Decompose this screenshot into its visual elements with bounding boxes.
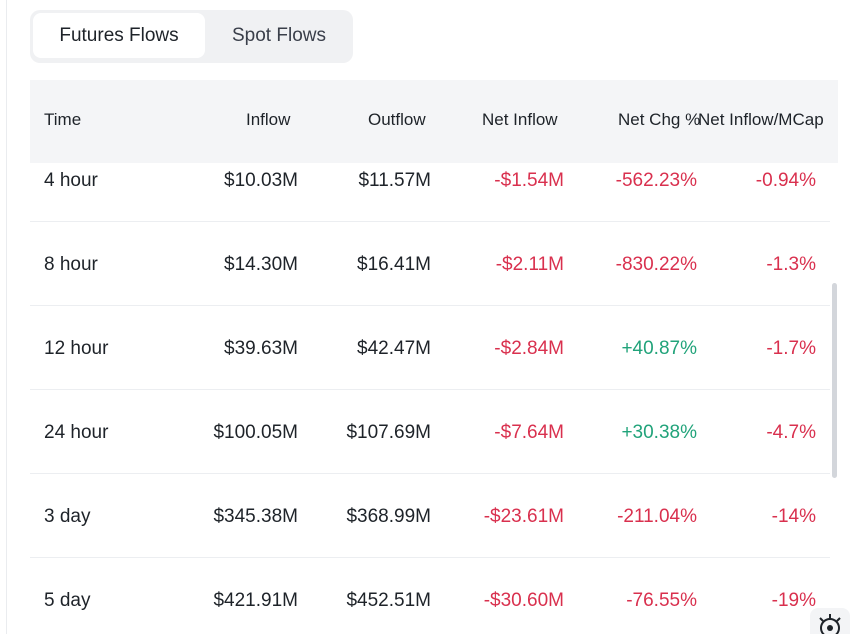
cell-outflow: $452.51M xyxy=(346,590,431,611)
cell-net-inflow: -$2.11M xyxy=(495,254,564,275)
cell-inflow: $100.05M xyxy=(213,422,298,443)
table-row: 4 hour $10.03M $11.57M -$1.54M -562.23% … xyxy=(30,138,830,222)
cell-net-inflow: -$7.64M xyxy=(494,422,564,443)
table-row: 5 day $421.91M $452.51M -$30.60M -76.55%… xyxy=(30,558,830,634)
cell-time: 4 hour xyxy=(44,170,98,191)
cell-net-mcap: -4.7% xyxy=(766,422,816,443)
flow-tabs: Futures Flows Spot Flows xyxy=(30,10,353,63)
header-inflow[interactable]: Inflow xyxy=(246,110,291,129)
cell-net-mcap: -1.3% xyxy=(766,254,816,275)
cell-net-mcap: -19% xyxy=(771,590,816,611)
cell-net-chg: -76.55% xyxy=(626,590,697,611)
settings-button[interactable] xyxy=(810,608,850,634)
table-row: 8 hour $14.30M $16.41M -$2.11M -830.22% … xyxy=(30,222,830,306)
cell-inflow: $10.03M xyxy=(224,170,298,191)
cell-net-mcap: -0.94% xyxy=(755,170,816,191)
cell-inflow: $14.30M xyxy=(224,254,298,275)
cell-outflow: $368.99M xyxy=(346,506,431,527)
panel-border xyxy=(6,0,7,634)
cell-time: 3 day xyxy=(44,506,91,527)
cell-inflow: $421.91M xyxy=(213,590,298,611)
cell-net-chg: +40.87% xyxy=(621,338,697,359)
cell-outflow: $107.69M xyxy=(346,422,431,443)
cell-time: 8 hour xyxy=(44,254,98,275)
cell-time: 24 hour xyxy=(44,422,109,443)
table-row: 24 hour $100.05M $107.69M -$7.64M +30.38… xyxy=(30,390,830,474)
cell-time: 5 day xyxy=(44,590,91,611)
header-net-chg[interactable]: Net Chg % xyxy=(618,110,701,129)
tab-futures-flows[interactable]: Futures Flows xyxy=(33,13,205,58)
tab-spot-flows[interactable]: Spot Flows xyxy=(232,25,326,46)
cell-net-chg: -562.23% xyxy=(615,170,697,191)
cell-outflow: $16.41M xyxy=(357,254,431,275)
cell-net-inflow: -$30.60M xyxy=(483,590,564,611)
cell-net-chg: -830.22% xyxy=(615,254,697,275)
cell-outflow: $42.47M xyxy=(357,338,431,359)
header-net-inflow-mcap[interactable]: Net Inflow/MCap xyxy=(698,110,824,129)
cell-net-mcap: -1.7% xyxy=(766,338,816,359)
cell-outflow: $11.57M xyxy=(358,170,431,191)
cell-net-mcap: -14% xyxy=(771,506,816,527)
vertical-scrollbar[interactable] xyxy=(832,283,837,478)
cell-net-inflow: -$23.61M xyxy=(483,506,564,527)
table-row: 3 day $345.38M $368.99M -$23.61M -211.04… xyxy=(30,474,830,558)
sticky-table-header: Time Inflow Outflow Net Inflow Net Chg %… xyxy=(30,80,838,163)
cell-time: 12 hour xyxy=(44,338,109,359)
header-time[interactable]: Time xyxy=(44,110,82,129)
cell-net-inflow: -$2.84M xyxy=(494,338,564,359)
cell-net-chg: -211.04% xyxy=(617,506,697,527)
cell-inflow: $345.38M xyxy=(213,506,298,527)
cell-inflow: $39.63M xyxy=(224,338,298,359)
table-row: 12 hour $39.63M $42.47M -$2.84M +40.87% … xyxy=(30,306,830,390)
cell-net-chg: +30.38% xyxy=(621,422,697,443)
cell-net-inflow: -$1.54M xyxy=(494,170,564,191)
header-net-inflow[interactable]: Net Inflow xyxy=(482,110,558,129)
header-outflow[interactable]: Outflow xyxy=(368,110,426,129)
settings-icon xyxy=(819,614,841,634)
